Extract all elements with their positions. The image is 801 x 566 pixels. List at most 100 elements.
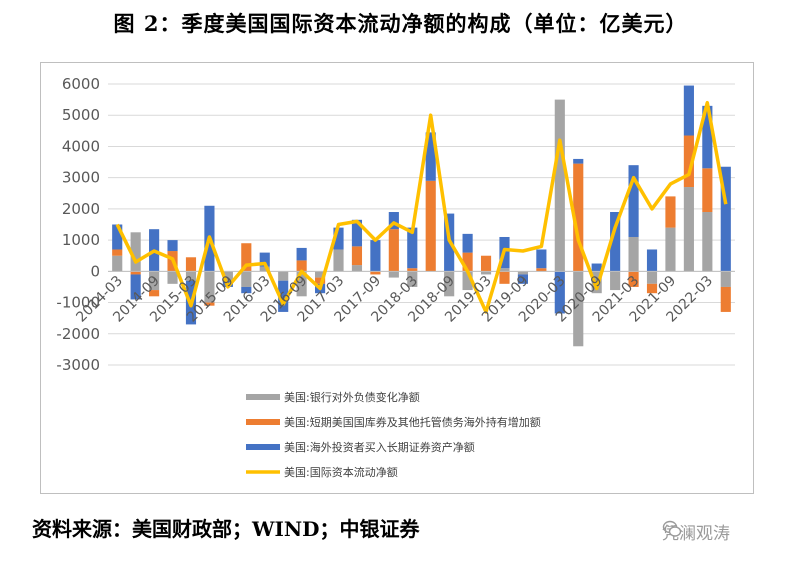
bar-segment xyxy=(407,268,418,272)
bar-segment xyxy=(683,187,694,272)
bar-segment xyxy=(149,290,160,297)
bar-segment xyxy=(296,247,307,261)
y-tick-label: 2000 xyxy=(62,200,100,218)
bar-segment xyxy=(536,249,547,269)
chart-frame xyxy=(40,62,754,494)
bar-segment xyxy=(351,246,363,266)
net-flow-line xyxy=(115,100,728,314)
bar-segment xyxy=(130,274,141,300)
bar-segment xyxy=(646,271,658,284)
legend-label: 美国:银行对外负债变化净额 xyxy=(284,390,420,404)
bar-segment xyxy=(351,219,363,247)
bar-segment xyxy=(222,271,233,281)
bar-segment xyxy=(462,271,473,291)
bar-segment xyxy=(554,271,565,314)
bar-segment xyxy=(130,232,141,272)
bar-segment xyxy=(333,249,344,272)
legend-swatch xyxy=(246,394,280,400)
bar-segment xyxy=(628,165,639,237)
bar-segment xyxy=(112,224,123,250)
legend-label: 美国:国际资本流动净额 xyxy=(284,465,398,479)
bar-segment xyxy=(628,271,639,287)
watermark: 凭澜观涛 xyxy=(662,519,730,544)
bar-segment xyxy=(591,263,602,272)
y-tick-label: -1000 xyxy=(56,294,100,312)
y-tick-label: 5000 xyxy=(62,106,100,124)
bar-segment xyxy=(112,255,123,272)
y-tick-label: 4000 xyxy=(62,137,100,155)
bar-segment xyxy=(646,249,658,272)
bar-segment xyxy=(351,265,363,272)
bar-segment xyxy=(646,283,658,294)
line-series xyxy=(115,100,728,314)
source-note: 资料来源：美国财政部；WIND；中银证券 xyxy=(32,517,420,541)
y-tick-label: 3000 xyxy=(62,169,100,187)
bar-segment xyxy=(333,227,344,250)
bar-segment xyxy=(517,274,528,284)
bar-segment xyxy=(315,271,326,278)
bar-segment xyxy=(241,286,252,294)
bar-segment xyxy=(407,271,418,287)
bar-segment xyxy=(499,271,510,284)
bar-segment xyxy=(425,180,436,272)
bar-segment xyxy=(683,135,694,188)
y-axis-ticks: 6000 5000 4000 3000 2000 1000 0 -1000 -2000 -3000 xyxy=(56,75,100,374)
bar-segment xyxy=(499,268,510,272)
bar-segment xyxy=(665,196,676,228)
bar-segment xyxy=(259,266,270,272)
y-tick-label: 0 xyxy=(90,262,100,280)
bar-segment xyxy=(296,260,307,272)
legend-label: 美国:海外投资者买入长期证券资产净额 xyxy=(284,440,475,454)
bar-segment xyxy=(204,271,215,303)
bar-segment xyxy=(185,257,197,272)
bar-segment xyxy=(610,271,621,291)
bar-segment xyxy=(480,255,492,272)
legend-swatch xyxy=(246,444,280,450)
bar-segment xyxy=(444,271,455,297)
bar-segment xyxy=(554,99,565,272)
bar-segment xyxy=(388,212,399,230)
bar-segment xyxy=(204,302,215,306)
bar-segment xyxy=(259,252,270,267)
y-tick-label: -3000 xyxy=(56,356,100,374)
bar-segment xyxy=(720,286,731,312)
bar-segment xyxy=(425,132,436,181)
legend: 美国:银行对外负债变化净额美国:短期美国国库券及其他托管债务海外持有增加额美国:… xyxy=(246,390,541,479)
bar-segment xyxy=(720,166,731,272)
bar-segment xyxy=(278,271,289,281)
bar-segment xyxy=(388,229,399,272)
bar-segment xyxy=(665,227,676,272)
bar-segment xyxy=(241,271,252,287)
bar-segment xyxy=(370,271,381,275)
bar-segment xyxy=(573,163,584,272)
bar-segment xyxy=(370,240,381,272)
bar-segment xyxy=(480,271,492,275)
y-tick-label: -2000 xyxy=(56,325,100,343)
chart-title: 图 2：季度美国国际资本流动净额的构成（单位：亿美元） xyxy=(113,11,688,36)
bar-segment xyxy=(167,240,178,252)
bar-segment xyxy=(628,236,639,272)
bar-segment xyxy=(130,271,141,275)
bar-segment xyxy=(149,271,160,291)
bar-segment xyxy=(517,271,528,275)
y-tick-label: 1000 xyxy=(62,231,100,249)
bar-segment xyxy=(720,271,731,287)
gridlines xyxy=(108,83,735,366)
bar-segment xyxy=(278,280,289,312)
bar-segment xyxy=(702,212,713,272)
bar-segment xyxy=(573,271,584,347)
bar-segment xyxy=(315,277,326,284)
bar-segment xyxy=(388,271,399,278)
bar-segment xyxy=(536,268,547,272)
legend-swatch xyxy=(246,419,280,425)
legend-label: 美国:短期美国国库券及其他托管债务海外持有增加额 xyxy=(284,415,541,429)
bar-segment xyxy=(296,271,307,297)
bar-segment xyxy=(112,249,123,256)
bar-segment xyxy=(683,85,694,136)
bar-segment xyxy=(462,252,473,272)
bar-segment xyxy=(702,105,713,169)
bar-segment xyxy=(185,271,197,281)
bar-segment xyxy=(702,168,713,213)
wechat-icon xyxy=(662,520,682,537)
